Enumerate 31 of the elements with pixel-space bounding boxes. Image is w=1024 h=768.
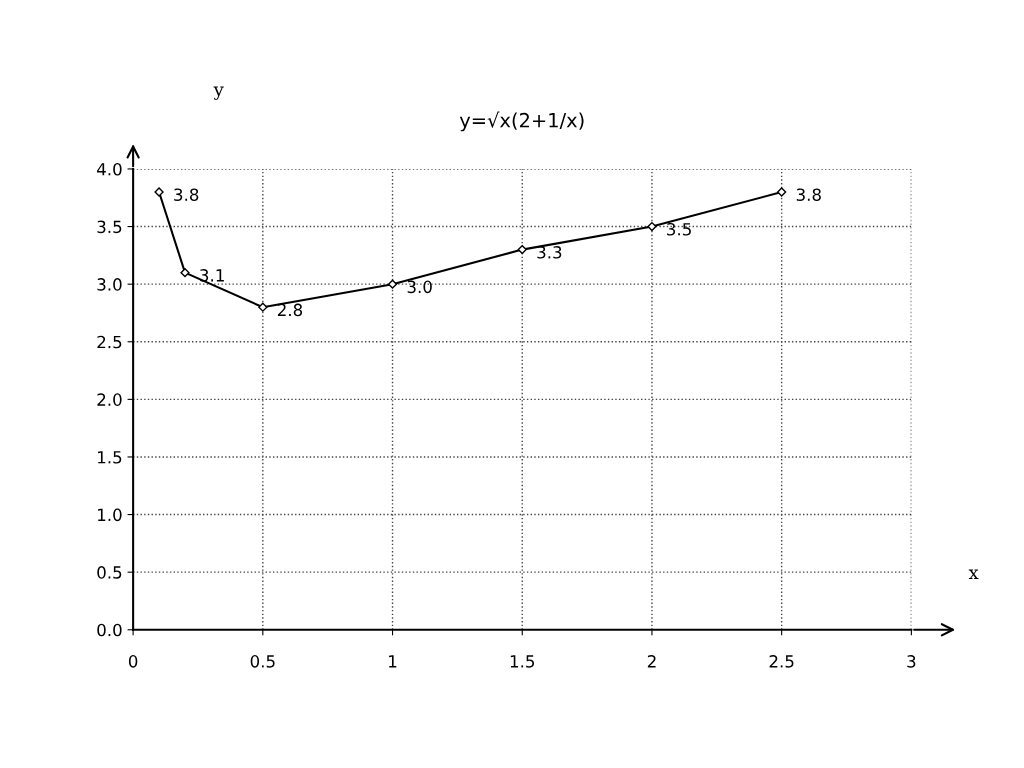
y-tick-label: 3.0 — [97, 278, 122, 291]
point — [387, 279, 398, 289]
y-tick-label: 2.5 — [97, 335, 122, 349]
x-tick-label: 1 — [389, 655, 397, 668]
x-tick-label: 0 — [128, 655, 138, 668]
x-tick-label: 0.5 — [250, 655, 275, 668]
data-label: 3.1 — [200, 269, 224, 282]
y-tick-label: 1.0 — [98, 508, 122, 522]
data-label: 2.8 — [277, 303, 303, 317]
point — [517, 244, 527, 255]
data-label: 3.5 — [667, 222, 691, 236]
y-tick-label: 4.0 — [97, 162, 122, 176]
point — [647, 221, 657, 232]
x-tick-label: 2 — [647, 655, 656, 668]
x-tick-label: 2.5 — [769, 655, 794, 668]
x-tick-label: 1.5 — [510, 655, 535, 668]
point — [180, 268, 190, 278]
y-tick-label: 0.0 — [97, 623, 122, 637]
x-axis-title: x — [968, 569, 979, 579]
point — [777, 187, 787, 197]
y-tick-label: 2.0 — [97, 393, 122, 406]
data-label: 3.0 — [407, 280, 432, 294]
y-tick-label: 3.5 — [97, 220, 122, 234]
data-label: 3.8 — [796, 188, 821, 201]
y-tick-label: 1.5 — [98, 451, 122, 464]
x-tick-label: 3 — [907, 655, 916, 668]
y-tick-label: 0.5 — [97, 566, 122, 579]
y-axis-title: y — [213, 86, 224, 100]
data-label: 3.8 — [174, 188, 199, 201]
point — [258, 302, 268, 312]
chart-title: y=√x(2+1/x) — [459, 111, 584, 132]
